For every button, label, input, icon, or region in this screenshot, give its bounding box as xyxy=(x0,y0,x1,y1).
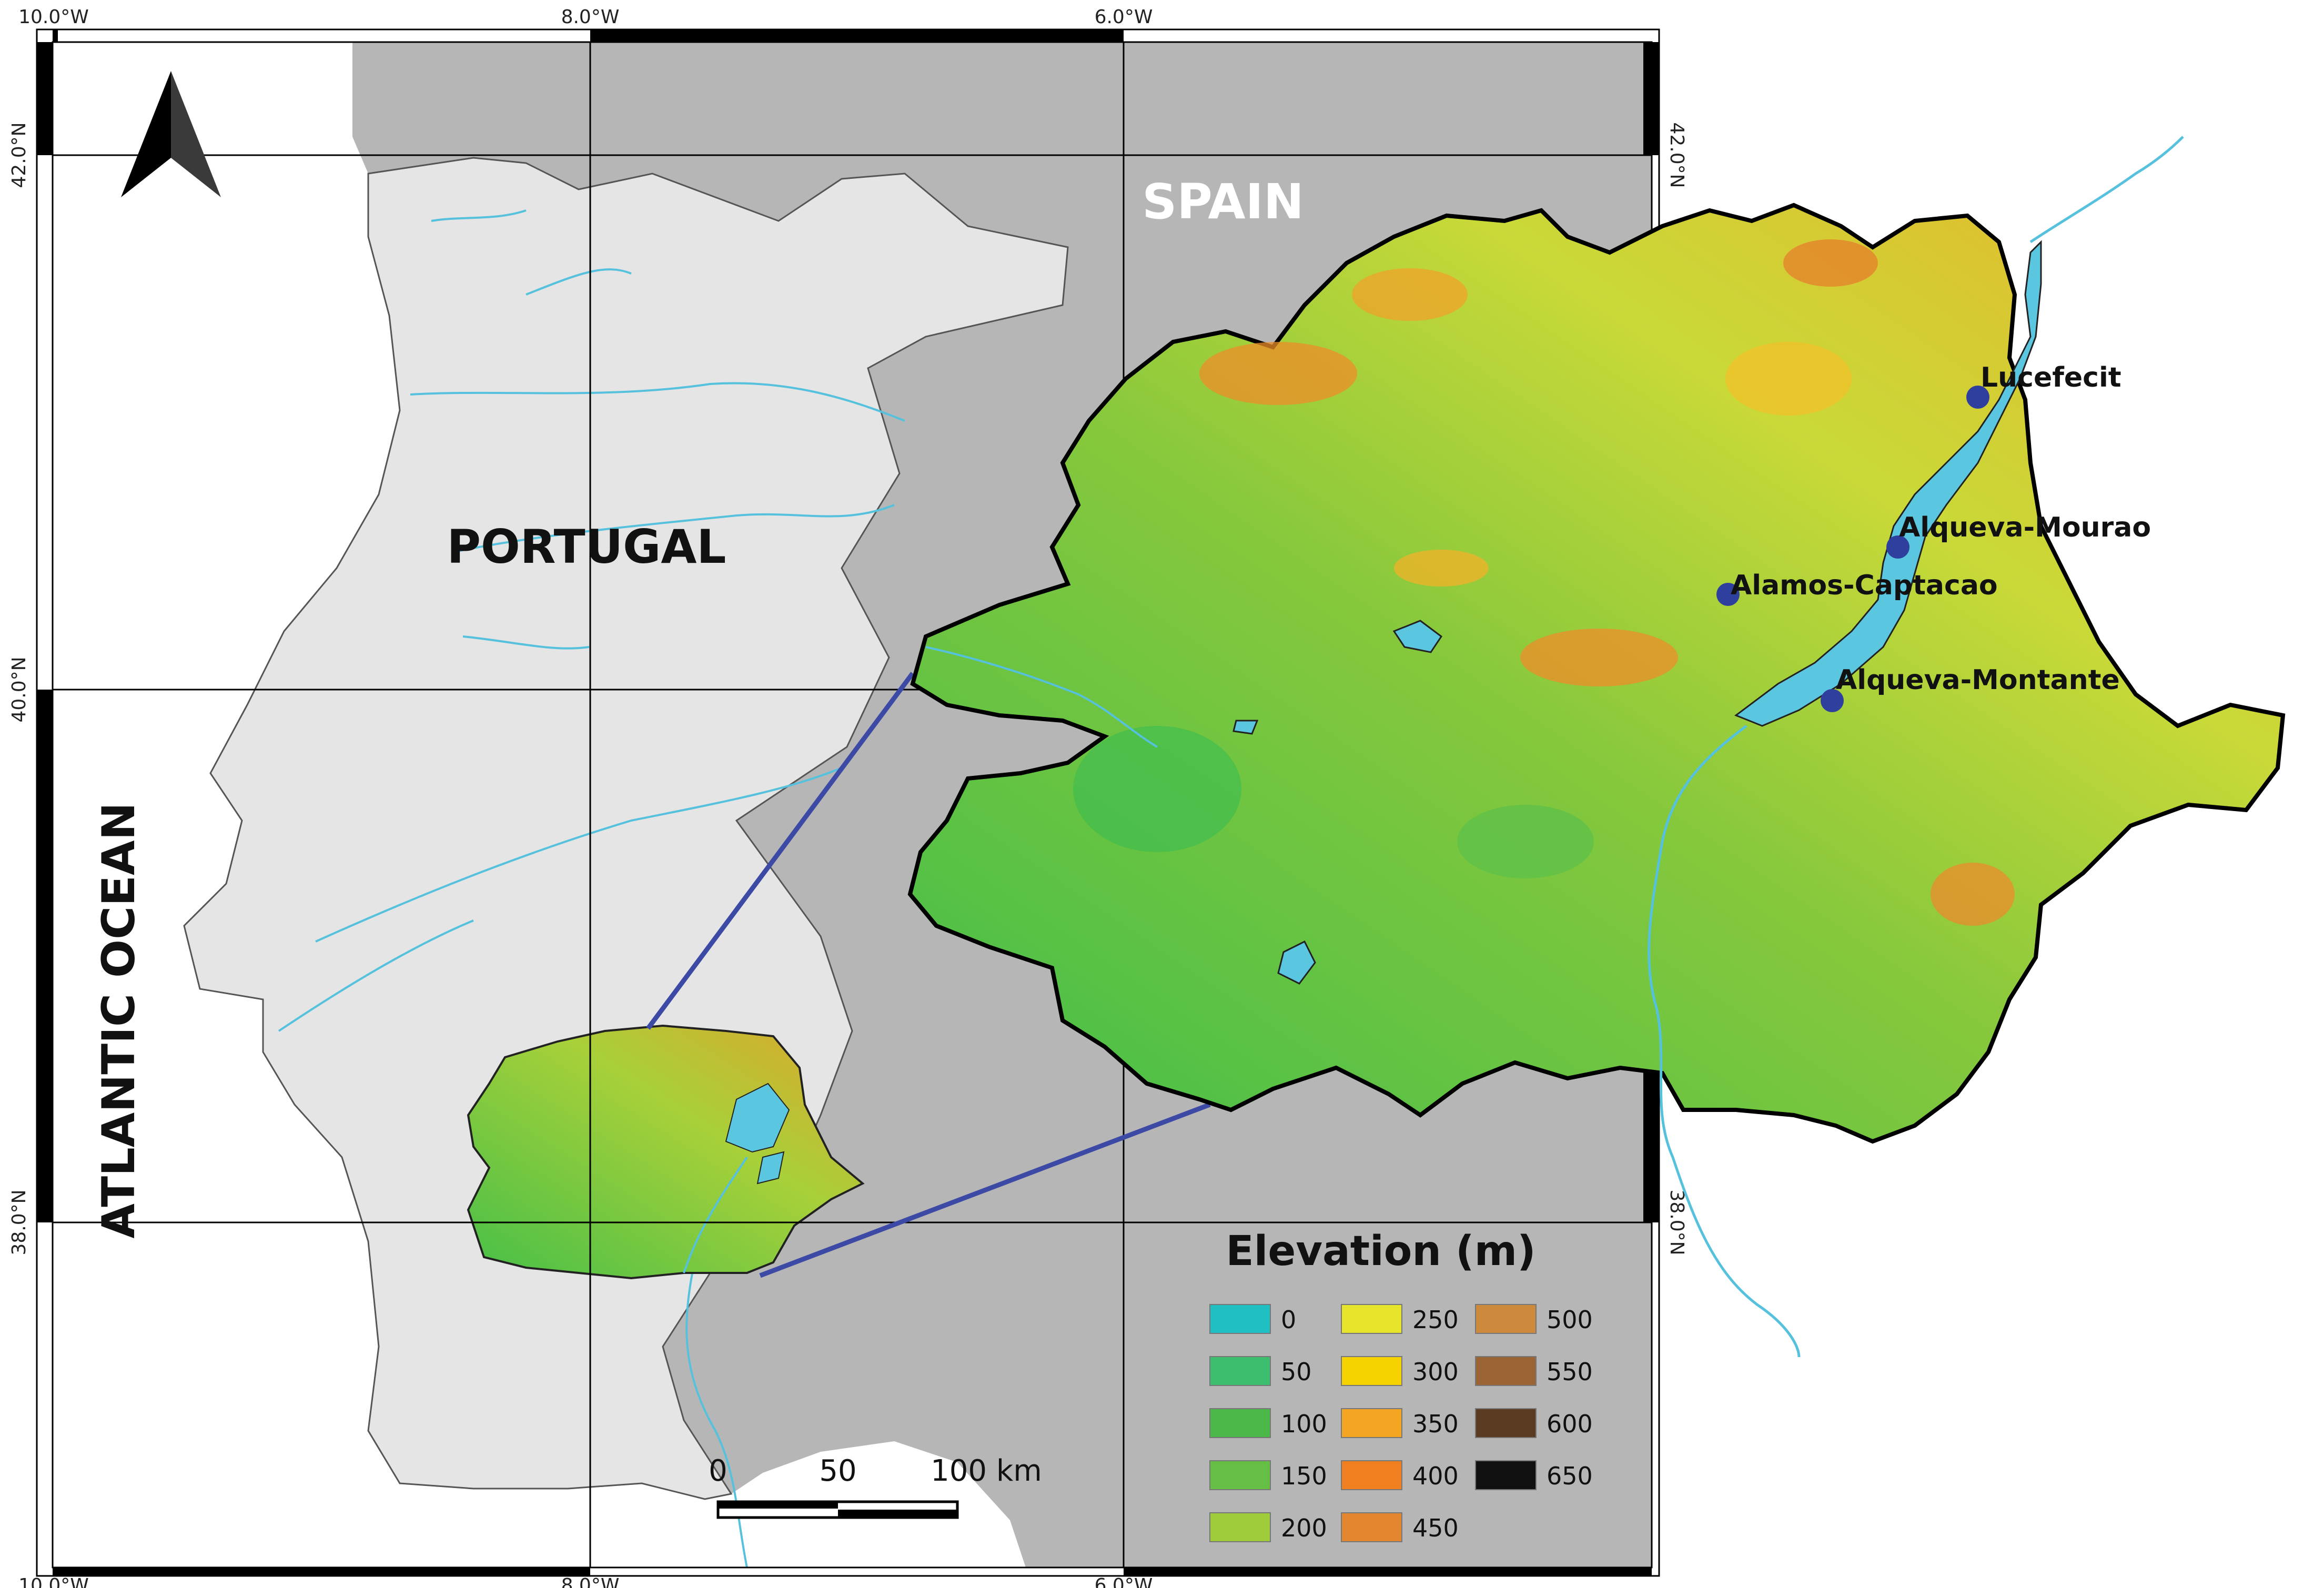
latitude-labels-left: 42.0°N 40.0°N 38.0°N xyxy=(8,122,30,1255)
lon-label-10w-top: 10.0°W xyxy=(18,6,89,28)
station-marker-lucefecit xyxy=(1966,386,1989,409)
legend-swatch-500 xyxy=(1475,1304,1537,1334)
western-river xyxy=(925,646,1158,748)
label-spain: SPAIN xyxy=(1142,174,1304,230)
alqueva-reservoir xyxy=(1734,240,2042,727)
lon-label-8w-bottom: 8.0°W xyxy=(561,1575,620,1588)
station-label-lucefecit: Lucefecit xyxy=(1981,362,2121,393)
legend-label-0: 0 xyxy=(1281,1306,1296,1334)
longitude-labels-top: 10.0°W 8.0°W 6.0°W xyxy=(18,6,1153,28)
legend-label-300: 300 xyxy=(1412,1358,1459,1386)
legend-swatch-50 xyxy=(1209,1356,1271,1386)
legend-label-250: 250 xyxy=(1412,1306,1459,1334)
legend-label-450: 450 xyxy=(1412,1514,1459,1542)
legend-label-400: 400 xyxy=(1412,1462,1459,1490)
north-arrow-icon xyxy=(121,71,221,197)
scale-label-100km: 100 km xyxy=(931,1454,1042,1488)
legend-swatch-550 xyxy=(1475,1356,1537,1386)
legend-swatch-150 xyxy=(1209,1460,1271,1490)
lon-label-6w-top: 6.0°W xyxy=(1095,6,1153,28)
study-area-zoom: Lucefecit Alqueva-Mourao Alamos-Captacao… xyxy=(907,136,2286,1358)
legend-label-550: 550 xyxy=(1547,1358,1593,1386)
lon-label-6w-bottom: 6.0°W xyxy=(1095,1575,1153,1588)
legend-swatch-350 xyxy=(1341,1408,1402,1438)
elevation-legend: Elevation (m) 0 50 100 150 200 250 300 350 400 45… xyxy=(1209,1228,1593,1542)
inset-connector-lines xyxy=(646,672,1211,1278)
station-marker-alqueva-mourao xyxy=(1886,535,1909,559)
scale-bar: 0 50 100 km xyxy=(709,1454,1042,1519)
longitude-labels-bottom: 10.0°W 8.0°W 6.0°W xyxy=(18,1575,1153,1588)
alqueva-upstream-river xyxy=(2029,136,2184,244)
station-marker-alqueva-montante xyxy=(1821,689,1844,712)
study-area-small-reservoirs xyxy=(725,1083,790,1185)
legend-swatch-400 xyxy=(1341,1460,1402,1490)
legend-swatch-450 xyxy=(1341,1512,1402,1542)
legend-swatch-300 xyxy=(1341,1356,1402,1386)
legend-swatch-200 xyxy=(1209,1512,1271,1542)
legend-title: Elevation (m) xyxy=(1226,1228,1535,1275)
legend-label-350: 350 xyxy=(1412,1410,1459,1438)
legend-label-150: 150 xyxy=(1281,1462,1327,1490)
legend-swatch-0 xyxy=(1209,1304,1271,1334)
legend-label-50: 50 xyxy=(1281,1358,1312,1386)
legend-label-600: 600 xyxy=(1547,1410,1593,1438)
legend-label-650: 650 xyxy=(1547,1462,1593,1490)
label-portugal: PORTUGAL xyxy=(447,520,726,574)
station-label-alqueva-montante: Alqueva-Montante xyxy=(1836,664,2120,696)
study-area-small-river xyxy=(683,1156,748,1273)
small-reservoirs xyxy=(1232,620,1443,985)
highland-zones xyxy=(1073,239,2015,926)
legend-swatch-250 xyxy=(1341,1304,1402,1334)
station-markers xyxy=(1716,386,1989,712)
portugal-rivers xyxy=(278,209,905,1567)
scale-label-50: 50 xyxy=(819,1454,856,1488)
guadiana-river xyxy=(1648,725,1801,1358)
lat-label-38n-left: 38.0°N xyxy=(8,1189,30,1255)
legend-swatch-650 xyxy=(1475,1460,1537,1490)
portugal-land xyxy=(183,157,1069,1500)
legend-label-100: 100 xyxy=(1281,1410,1327,1438)
lon-label-8w-top: 8.0°W xyxy=(561,6,620,28)
lat-label-40n-left: 40.0°N xyxy=(8,656,30,722)
lat-label-42n-left: 42.0°N xyxy=(8,122,30,188)
lat-label-42n-right: 42.0°N xyxy=(1666,122,1688,188)
lat-label-38n-right: 38.0°N xyxy=(1666,1189,1688,1255)
legend-label-200: 200 xyxy=(1281,1514,1327,1542)
station-label-alqueva-mourao: Alqueva-Mourao xyxy=(1899,512,2151,543)
legend-swatch-600 xyxy=(1475,1408,1537,1438)
scale-label-0: 0 xyxy=(709,1454,727,1488)
legend-swatch-100 xyxy=(1209,1408,1271,1438)
station-label-alamos-captacao: Alamos-Captacao xyxy=(1731,570,1998,601)
legend-label-500: 500 xyxy=(1547,1306,1593,1334)
station-marker-alamos-captacao xyxy=(1716,583,1740,606)
label-atlantic-ocean: ATLANTIC OCEAN xyxy=(93,802,145,1238)
lon-label-10w-bottom: 10.0°W xyxy=(18,1575,89,1588)
